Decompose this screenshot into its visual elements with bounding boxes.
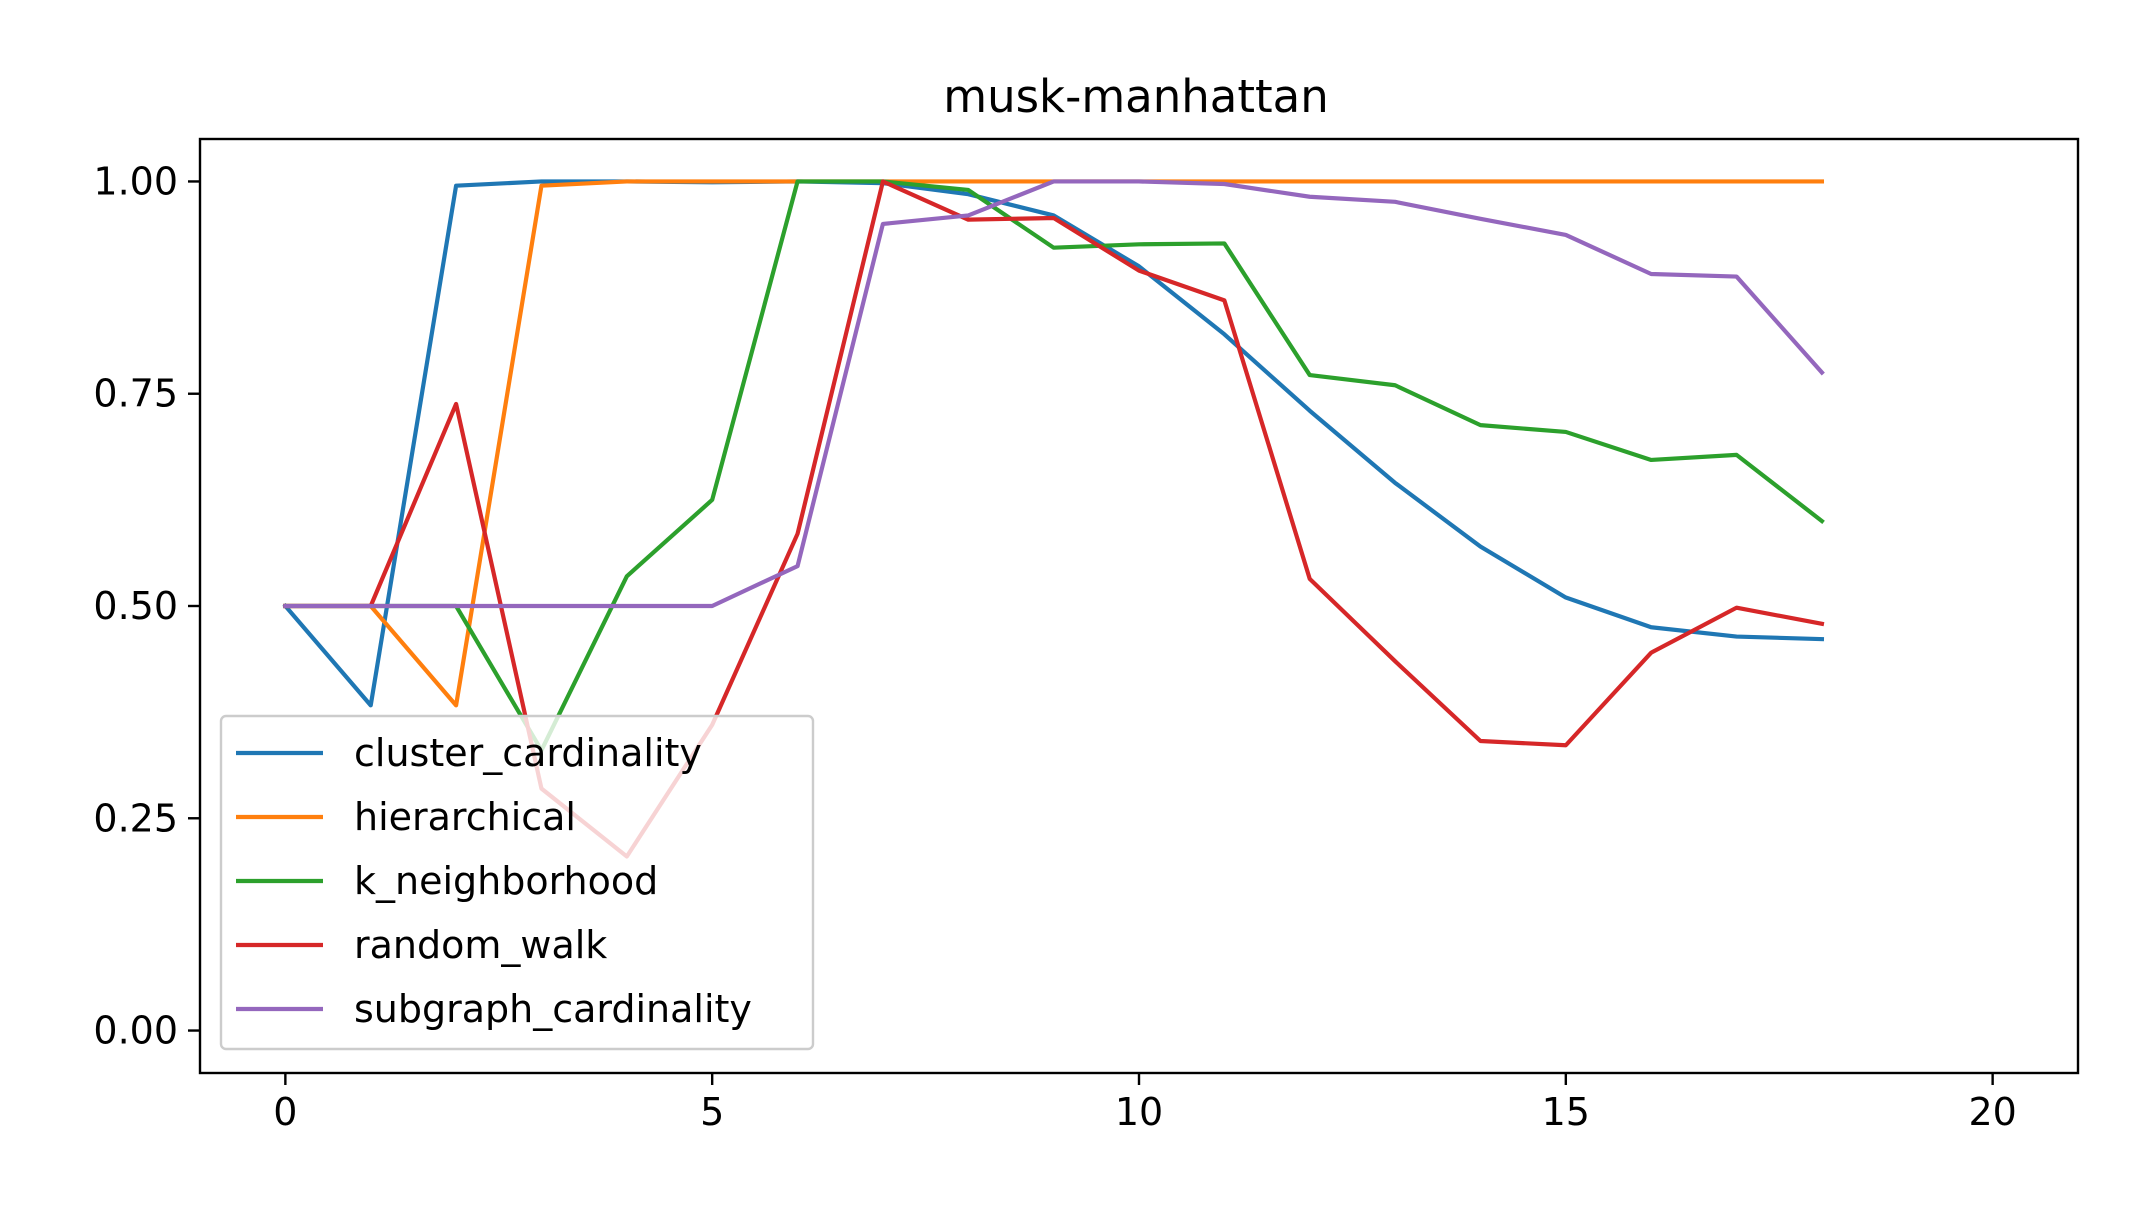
legend-box (219, 714, 815, 1051)
x-axis: 0 5 10 15 20 (273, 1073, 2017, 1134)
x-tick-label: 0 (273, 1090, 297, 1134)
y-axis: 0.00 0.25 0.50 0.75 1.00 (93, 159, 200, 1053)
x-tick-label: 15 (1542, 1090, 1590, 1134)
legend-label-hierarchical: hierarchical (354, 795, 576, 839)
y-tick-label: 0.00 (93, 1009, 178, 1053)
x-tick-label: 10 (1115, 1090, 1163, 1134)
series-line-subgraph_cardinality (283, 179, 1825, 609)
y-tick-label: 0.25 (93, 796, 178, 840)
legend-label-cluster_cardinality: cluster_cardinality (354, 731, 702, 775)
legend: cluster_cardinality hierarchical k_neighbo… (219, 714, 815, 1051)
legend-label-k_neighborhood: k_neighborhood (354, 859, 658, 903)
y-tick-label: 1.00 (93, 159, 178, 203)
chart-title: musk-manhattan (943, 70, 1329, 123)
series-line-cluster_cardinality (282, 179, 1825, 708)
x-tick-label: 5 (700, 1090, 724, 1134)
legend-label-subgraph_cardinality: subgraph_cardinality (354, 987, 752, 1031)
y-tick-label: 0.75 (93, 372, 178, 416)
x-tick-label: 20 (1968, 1090, 2016, 1134)
legend-label-random_walk: random_walk (354, 923, 607, 967)
y-tick-label: 0.50 (93, 584, 178, 628)
